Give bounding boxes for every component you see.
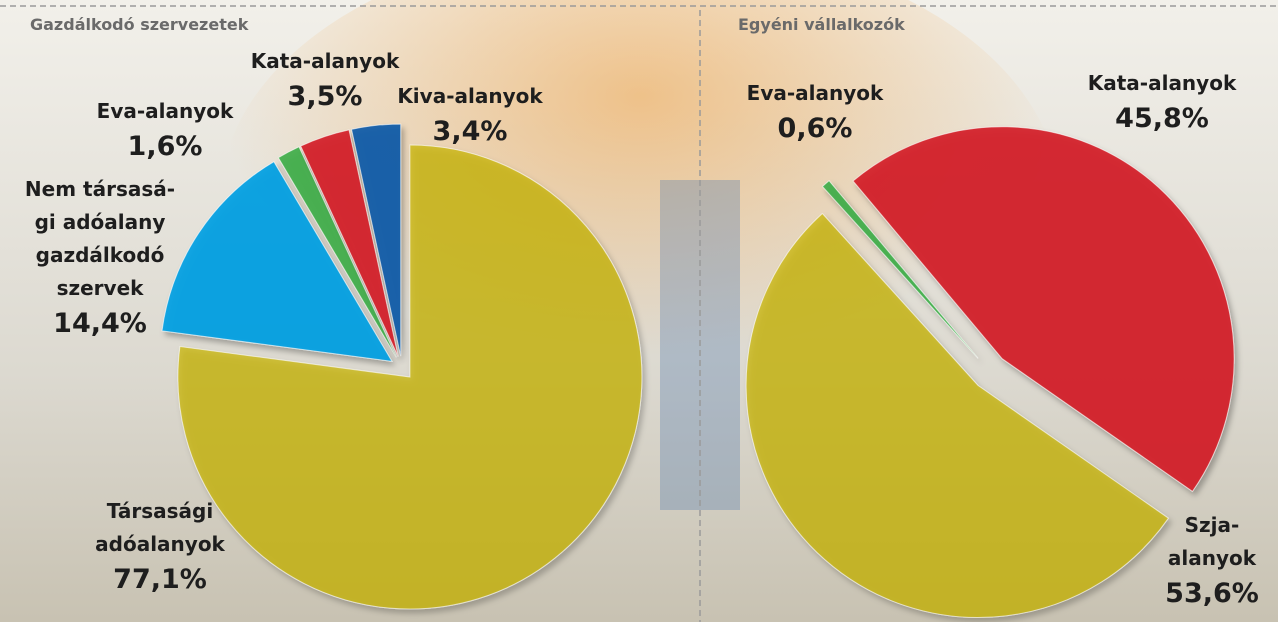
slice-label: gazdálkodó: [36, 243, 165, 267]
slice-label: Eva-alanyok: [747, 81, 884, 105]
slice-label: Eva-alanyok: [97, 99, 234, 123]
slice-label: Kata-alanyok: [1088, 71, 1237, 95]
slice-label: adóalanyok: [95, 532, 225, 556]
slice-value-label: 0,6%: [778, 113, 853, 144]
page: Gazdálkodó szervezetek Egyéni vállalkozó…: [0, 0, 1278, 622]
slice-label: Társasági: [107, 499, 213, 523]
slice-value-label: 3,5%: [288, 81, 363, 112]
slice-label: Nem társasá-: [25, 177, 175, 201]
chart-title: Egyéni vállalkozók: [738, 15, 905, 34]
chart-title: Gazdálkodó szervezetek: [30, 15, 249, 34]
slice-value-label: 77,1%: [113, 564, 207, 595]
slice-value-label: 14,4%: [53, 308, 147, 339]
slice-label: szervek: [57, 276, 145, 300]
slice-label: Szja-: [1185, 513, 1240, 537]
slice-label: gi adóalany: [35, 210, 166, 234]
slice-label: Kata-alanyok: [251, 49, 400, 73]
slice-value-label: 1,6%: [128, 131, 203, 162]
slice-label: Kiva-alanyok: [397, 84, 543, 108]
slice-value-label: 3,4%: [433, 116, 508, 147]
slice-label: alanyok: [1168, 546, 1257, 570]
infographic: Gazdálkodó szervezetek Egyéni vállalkozó…: [0, 0, 1278, 622]
slice-value-label: 45,8%: [1115, 103, 1209, 134]
slice-value-label: 53,6%: [1165, 578, 1259, 609]
